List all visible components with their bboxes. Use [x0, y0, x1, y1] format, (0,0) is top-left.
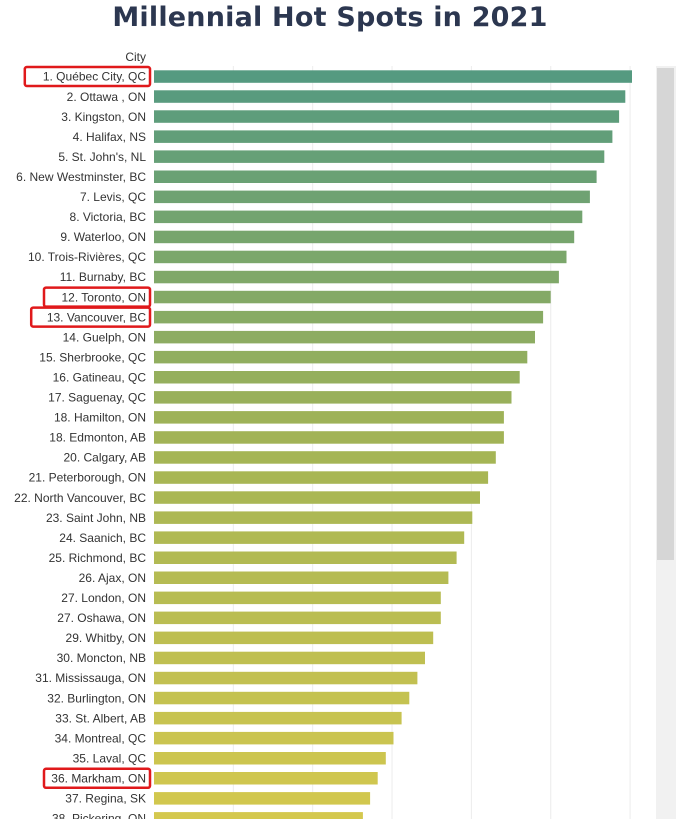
bar[interactable]: [154, 70, 632, 83]
highlight-box: [23, 65, 152, 88]
bar[interactable]: [154, 110, 620, 123]
category-label[interactable]: 30. Moncton, NB: [57, 651, 146, 665]
category-label[interactable]: 31. Mississauga, ON: [35, 671, 146, 685]
highlight-box: [42, 767, 152, 790]
bar[interactable]: [154, 752, 386, 765]
bar[interactable]: [154, 631, 434, 645]
bar[interactable]: [154, 511, 473, 524]
category-label[interactable]: 1. Québec City, QC: [43, 70, 146, 84]
bar[interactable]: [154, 491, 480, 504]
bar[interactable]: [154, 591, 441, 605]
category-label[interactable]: 32. Burlington, ON: [47, 691, 146, 705]
bar[interactable]: [154, 772, 378, 785]
category-label[interactable]: 16. Gatineau, QC: [53, 370, 147, 384]
chart-title: Millennial Hot Spots in 2021: [112, 2, 548, 33]
category-label[interactable]: 7. Levis, QC: [80, 190, 146, 204]
category-label[interactable]: 35. Laval, QC: [73, 751, 147, 765]
bar[interactable]: [154, 290, 551, 304]
category-label[interactable]: 4. Halifax, NS: [73, 130, 146, 144]
bar[interactable]: [154, 170, 597, 184]
highlight-boxes: [23, 65, 152, 790]
bars: [154, 70, 632, 819]
category-label[interactable]: 18. Hamilton, ON: [54, 411, 146, 425]
category-label[interactable]: 14. Guelph, ON: [63, 330, 146, 344]
bar[interactable]: [154, 230, 575, 244]
category-label[interactable]: 27. Oshawa, ON: [57, 611, 146, 625]
category-label[interactable]: 8. Victoria, BC: [70, 210, 147, 224]
category-label[interactable]: 13. Vancouver, BC: [47, 310, 147, 324]
bar[interactable]: [154, 451, 496, 464]
category-label[interactable]: 34. Montreal, QC: [55, 731, 147, 745]
bar[interactable]: [154, 531, 465, 544]
bar[interactable]: [154, 190, 590, 204]
bar[interactable]: [154, 350, 528, 364]
bar[interactable]: [154, 471, 489, 484]
category-label[interactable]: 26. Ajax, ON: [79, 571, 146, 585]
category-label[interactable]: 24. Saanich, BC: [59, 531, 146, 545]
bar[interactable]: [154, 731, 394, 745]
category-label[interactable]: 18. Edmonton, AB: [49, 431, 146, 445]
category-label[interactable]: 17. Saguenay, QC: [48, 391, 146, 405]
bar[interactable]: [154, 551, 457, 565]
category-label[interactable]: 2. Ottawa , ON: [67, 90, 146, 104]
bar[interactable]: [154, 651, 425, 665]
category-label[interactable]: 27. London, ON: [61, 591, 146, 605]
bar[interactable]: [154, 792, 371, 805]
bar[interactable]: [154, 391, 512, 404]
column-header-city[interactable]: City: [125, 50, 146, 64]
category-label[interactable]: 11. Burnaby, BC: [60, 270, 147, 284]
category-label[interactable]: 25. Richmond, BC: [49, 551, 147, 565]
category-label[interactable]: 9. Waterloo, ON: [60, 230, 146, 244]
bar[interactable]: [154, 330, 535, 344]
category-label[interactable]: 21. Peterborough, ON: [29, 471, 146, 485]
category-label[interactable]: 3. Kingston, ON: [61, 110, 146, 124]
bar[interactable]: [154, 310, 544, 324]
scrollbar-thumb[interactable]: [657, 68, 674, 560]
bar[interactable]: [154, 611, 441, 625]
bar[interactable]: [154, 571, 449, 585]
category-label[interactable]: 10. Trois-Rivières, QC: [28, 250, 146, 264]
bar[interactable]: [154, 210, 583, 224]
highlight-box: [29, 306, 152, 328]
bar[interactable]: [154, 411, 504, 424]
category-label[interactable]: 20. Calgary, AB: [64, 451, 147, 465]
bar[interactable]: [154, 270, 559, 284]
bar[interactable]: [154, 371, 520, 384]
bar[interactable]: [154, 691, 410, 705]
bar[interactable]: [154, 90, 626, 103]
category-label[interactable]: 38. Pickering, ON: [52, 812, 146, 819]
bar[interactable]: [154, 812, 363, 819]
category-label[interactable]: 12. Toronto, ON: [62, 290, 147, 304]
bar[interactable]: [154, 431, 504, 444]
category-label[interactable]: 36. Markham, ON: [51, 772, 146, 786]
bar[interactable]: [154, 250, 567, 264]
category-label[interactable]: 29. Whitby, ON: [66, 631, 146, 645]
bar[interactable]: [154, 671, 418, 685]
bar[interactable]: [154, 130, 613, 143]
category-label[interactable]: 22. North Vancouver, BC: [14, 491, 146, 505]
category-labels: 1. Québec City, QC 2. Ottawa , ON 3. Kings…: [14, 70, 146, 819]
category-label[interactable]: 23. Saint John, NB: [46, 511, 146, 525]
bar[interactable]: [154, 150, 605, 163]
category-label[interactable]: 33. St. Albert, AB: [55, 711, 146, 725]
category-label[interactable]: 5. St. John's, NL: [58, 150, 146, 164]
bar[interactable]: [154, 711, 402, 725]
category-label[interactable]: 37. Regina, SK: [65, 792, 146, 806]
category-label[interactable]: 15. Sherbrooke, QC: [39, 350, 146, 364]
category-label[interactable]: 6. New Westminster, BC: [16, 170, 146, 184]
